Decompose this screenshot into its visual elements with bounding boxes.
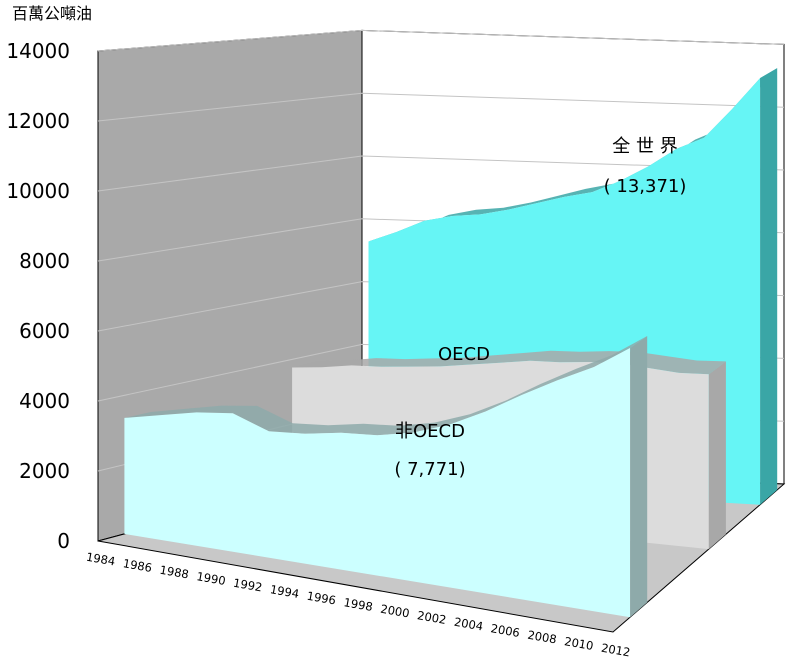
data-point-oecd xyxy=(559,362,560,363)
y-tick-label: 4000 xyxy=(19,389,70,413)
data-point-oecd xyxy=(530,360,531,361)
data-point-non_oecd xyxy=(485,411,486,412)
x-tick-label: 1990 xyxy=(195,569,226,588)
x-tick-label: 2012 xyxy=(600,641,631,657)
y-tick-label: 8000 xyxy=(19,249,70,273)
data-point-world xyxy=(648,166,649,167)
x-tick-label: 1998 xyxy=(343,595,374,614)
data-point-world xyxy=(760,78,761,79)
y-axis-ticks: 0 2000 4000 6000 8000 10000 12000 14000 xyxy=(6,39,70,553)
y-tick-label: 10000 xyxy=(6,179,70,203)
series-label-world: 全 世 界 xyxy=(612,136,677,157)
data-point-oecd xyxy=(440,366,441,367)
data-point-non_oecd xyxy=(521,394,522,395)
data-point-oecd xyxy=(678,372,679,373)
x-tick-label: 1996 xyxy=(306,589,337,608)
series-label-non-oecd: 非OECD xyxy=(395,421,465,442)
data-point-oecd xyxy=(708,374,709,375)
x-tick-label: 2004 xyxy=(453,615,484,634)
series-value-non-oecd: ( 7,771) xyxy=(394,459,465,480)
data-point-oecd xyxy=(292,367,293,368)
data-point-non_oecd xyxy=(268,431,269,432)
data-point-world xyxy=(536,203,537,204)
series-top-non_oecd xyxy=(124,336,648,436)
data-point-non_oecd xyxy=(557,380,558,381)
data-point-non_oecd xyxy=(377,435,378,436)
data-point-world xyxy=(704,137,705,138)
data-point-world xyxy=(508,209,509,210)
data-point-world xyxy=(732,109,733,110)
data-point-oecd xyxy=(381,366,382,367)
gridline xyxy=(97,92,785,122)
y-tick-label: 2000 xyxy=(19,459,70,483)
data-point-world xyxy=(396,231,397,232)
data-point-non_oecd xyxy=(160,415,161,416)
x-tick-label: 1988 xyxy=(159,563,190,582)
y-tick-label: 0 xyxy=(57,529,70,553)
series-side-non_oecd xyxy=(630,336,648,618)
data-point-non_oecd xyxy=(304,433,305,434)
chart-series xyxy=(124,68,778,618)
data-point-world xyxy=(368,241,369,242)
series-side-world xyxy=(760,68,778,505)
x-tick-label: 1994 xyxy=(269,582,300,601)
data-point-oecd xyxy=(500,362,501,363)
gridline xyxy=(97,155,785,192)
data-point-non_oecd xyxy=(593,366,594,367)
data-point-non_oecd xyxy=(630,347,631,348)
series-side-oecd xyxy=(708,361,726,550)
series-label-oecd: OECD xyxy=(438,344,490,365)
y-tick-label: 14000 xyxy=(6,39,70,63)
data-point-world xyxy=(424,220,425,221)
series-value-world: ( 13,371) xyxy=(604,176,687,197)
data-point-oecd xyxy=(589,361,590,362)
data-point-world xyxy=(480,214,481,215)
data-point-world xyxy=(452,215,453,216)
data-point-non_oecd xyxy=(341,432,342,433)
data-point-world xyxy=(564,196,565,197)
x-tick-label: 2002 xyxy=(416,608,447,627)
data-point-oecd xyxy=(351,365,352,366)
series-face-non_oecd xyxy=(124,348,631,618)
y-axis-unit-label: 百萬公噸油 xyxy=(12,4,92,23)
data-point-world xyxy=(592,192,593,193)
series-non_oecd xyxy=(124,336,648,618)
data-point-non_oecd xyxy=(232,413,233,414)
y-tick-label: 12000 xyxy=(6,109,70,133)
data-point-oecd xyxy=(411,366,412,367)
data-point-non_oecd xyxy=(196,412,197,413)
x-tick-label: 2006 xyxy=(490,621,521,640)
x-tick-label: 2010 xyxy=(563,634,594,653)
x-tick-label: 1986 xyxy=(122,556,153,575)
gridline xyxy=(97,29,785,52)
x-tick-label: 1992 xyxy=(232,576,263,595)
x-tick-label: 2008 xyxy=(526,628,557,647)
x-tick-label: 2000 xyxy=(379,602,410,621)
y-tick-label: 6000 xyxy=(19,319,70,343)
data-point-non_oecd xyxy=(124,417,125,418)
data-point-oecd xyxy=(321,367,322,368)
data-point-oecd xyxy=(649,368,650,369)
x-axis-ticks: 1984 1986 1988 1990 1992 1994 1996 1998 2000 2002… xyxy=(85,550,631,657)
x-tick-label: 1984 xyxy=(85,550,116,569)
